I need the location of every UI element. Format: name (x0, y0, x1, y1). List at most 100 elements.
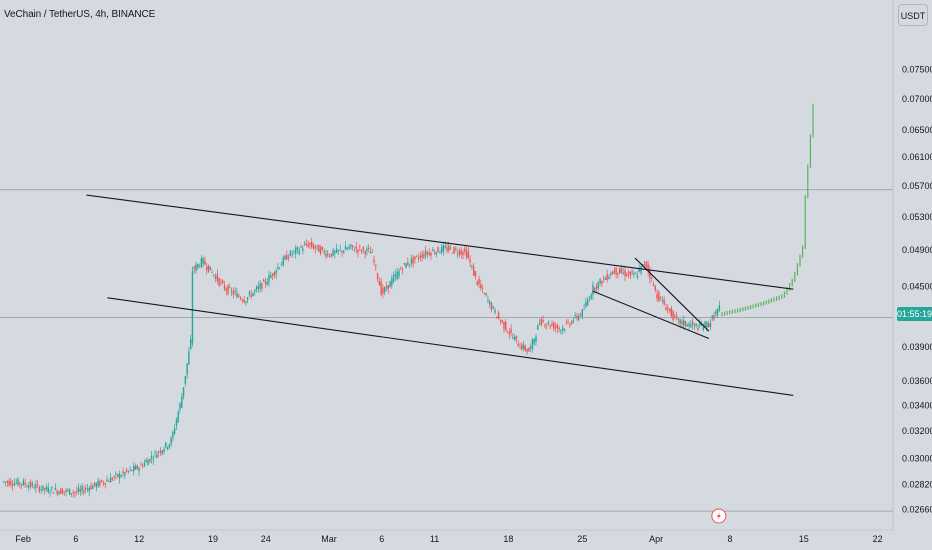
candle-body (651, 277, 653, 279)
candle-body (501, 320, 503, 323)
y-tick-label: 0.03400 (902, 400, 932, 410)
candle-body (188, 351, 190, 365)
candle-body (519, 347, 521, 349)
candle-body (464, 248, 466, 252)
candle-body (97, 480, 99, 486)
candle-body (426, 252, 429, 254)
currency-button[interactable]: USDT (898, 4, 928, 26)
candle-body (658, 292, 660, 302)
candle-body (191, 270, 194, 344)
candle-body (699, 322, 701, 326)
candle-body (207, 264, 210, 273)
candle-body (81, 486, 83, 491)
y-tick-label: 0.07500 (902, 65, 932, 75)
candle-body (10, 480, 12, 485)
candle-body (652, 284, 655, 286)
candle-body (230, 290, 233, 293)
candle-body (608, 276, 610, 279)
candle-body (456, 253, 459, 255)
candle-body (675, 315, 678, 319)
y-tick-label: 0.03000 (902, 453, 932, 463)
candle-body (432, 249, 434, 252)
candle-body (120, 475, 122, 477)
candle-body (640, 266, 642, 274)
candle-body (11, 484, 14, 486)
candle-body (287, 256, 290, 259)
candle-body (455, 248, 457, 250)
candle-body (229, 287, 231, 289)
x-tick-label: Apr (649, 534, 663, 544)
candle-body (268, 275, 270, 283)
candle-body (578, 315, 580, 320)
candle-body (572, 320, 575, 323)
candle-body (667, 307, 669, 310)
candle-body (489, 301, 491, 305)
candle-body (156, 454, 158, 459)
candle-body (346, 248, 349, 250)
candle-body (412, 257, 414, 264)
candle-body (117, 474, 119, 477)
candle-body (286, 254, 288, 260)
candle-body (382, 287, 384, 294)
candle-body (22, 480, 25, 486)
candle-body (526, 348, 528, 352)
candle-body (189, 339, 192, 350)
candle-body (115, 473, 117, 475)
candle-body (127, 470, 130, 472)
candle-body (252, 292, 254, 297)
candle-body (17, 479, 19, 486)
candle-body (458, 249, 461, 256)
candle-body (79, 489, 82, 492)
candle-body (521, 344, 523, 350)
candle-body (403, 262, 405, 264)
candle-body (257, 286, 260, 289)
candle-body (485, 293, 487, 296)
candle-body (540, 318, 543, 326)
candle-body (246, 297, 249, 301)
candle-body (448, 245, 450, 251)
candle-body (220, 281, 222, 283)
candle-body (496, 316, 498, 319)
candle-body (332, 249, 334, 256)
candle-body (245, 301, 247, 303)
x-tick-label: 24 (261, 534, 271, 544)
candle-body (104, 483, 106, 485)
candle-body (344, 246, 347, 250)
candle-body (610, 273, 612, 275)
candle-body (535, 336, 537, 342)
candle-body (211, 272, 213, 274)
candle-body (567, 321, 569, 323)
candle-body (688, 323, 690, 327)
y-tick-label: 0.07000 (902, 94, 932, 104)
candle-body (311, 241, 313, 247)
candle-body (668, 308, 671, 312)
candle-body (264, 281, 267, 284)
candle-body (282, 257, 284, 265)
candle-body (417, 257, 420, 259)
candle-body (618, 268, 621, 274)
candle-body (691, 321, 694, 325)
candle-body (236, 293, 238, 298)
candle-body (300, 246, 302, 248)
candle-body (318, 245, 320, 252)
candle-body (451, 252, 454, 254)
y-tick-label: 0.06100 (902, 152, 932, 162)
candle-body (481, 288, 484, 289)
candle-body (206, 266, 208, 270)
candle-body (118, 473, 121, 479)
candle-body (238, 295, 240, 297)
candle-body (563, 328, 566, 331)
candle-body (435, 251, 438, 255)
candle-body (366, 248, 368, 251)
candle-body (90, 485, 92, 490)
candle-body (369, 251, 372, 254)
candle-body (84, 488, 87, 490)
y-tick-label: 0.04500 (902, 281, 932, 291)
candle-body (556, 324, 559, 329)
candle-body (250, 294, 252, 297)
candle-body (553, 323, 555, 329)
candle-body (19, 482, 21, 485)
candle-body (204, 260, 206, 265)
